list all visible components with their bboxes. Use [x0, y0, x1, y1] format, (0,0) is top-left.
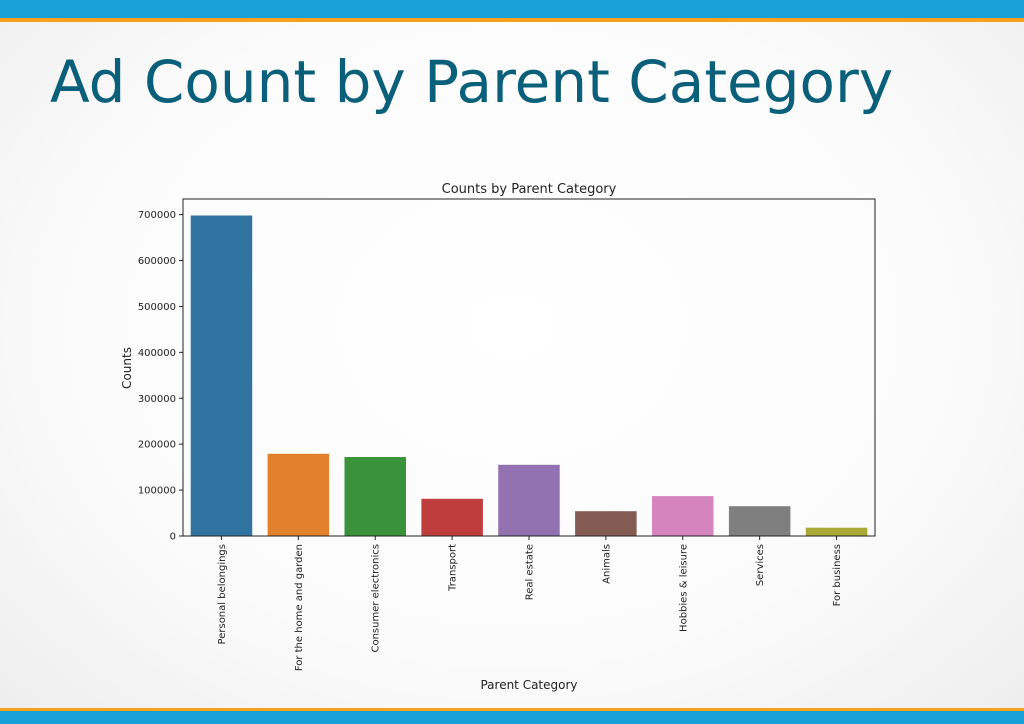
x-tick-label: Real estate — [525, 544, 536, 600]
x-tick-label: Hobbies & leisure — [678, 544, 689, 632]
x-tick-label: Services — [755, 544, 766, 586]
x-tick-label: Transport — [448, 544, 459, 592]
bar-7 — [728, 506, 791, 536]
slide-title: Ad Count by Parent Category — [50, 48, 894, 116]
y-tick-label: 100000 — [138, 486, 176, 497]
y-tick-label: 0 — [170, 532, 176, 543]
x-tick-label: For business — [832, 544, 843, 606]
y-axis-label: Counts — [120, 347, 134, 389]
x-axis-label: Parent Category — [480, 678, 577, 692]
y-tick-label: 500000 — [138, 302, 176, 313]
y-tick-label: 700000 — [138, 210, 176, 221]
x-tick-label: Animals — [601, 544, 612, 584]
bar-3 — [421, 498, 483, 536]
bar-0 — [190, 215, 253, 536]
y-tick-label: 600000 — [138, 256, 176, 267]
x-tick-label: Personal belongings — [217, 544, 228, 644]
y-tick-label: 300000 — [138, 394, 176, 405]
bar-chart: Counts by Parent Category 0 100000 200000 3… — [120, 182, 876, 692]
bar-6 — [652, 496, 714, 536]
bar-8 — [805, 527, 868, 536]
y-tick-label: 200000 — [138, 440, 176, 451]
bottom-accent-band — [0, 708, 1024, 724]
bar-4 — [498, 464, 560, 536]
top-accent-band — [0, 0, 1024, 22]
bar-1 — [267, 453, 330, 536]
x-tick-label: For the home and garden — [294, 544, 305, 671]
bar-2 — [344, 457, 406, 536]
chart-title: Counts by Parent Category — [442, 182, 617, 197]
bar-5 — [575, 511, 637, 536]
y-tick-label: 400000 — [138, 348, 176, 359]
x-tick-label: Consumer electronics — [371, 544, 382, 653]
plot-frame — [182, 198, 876, 537]
